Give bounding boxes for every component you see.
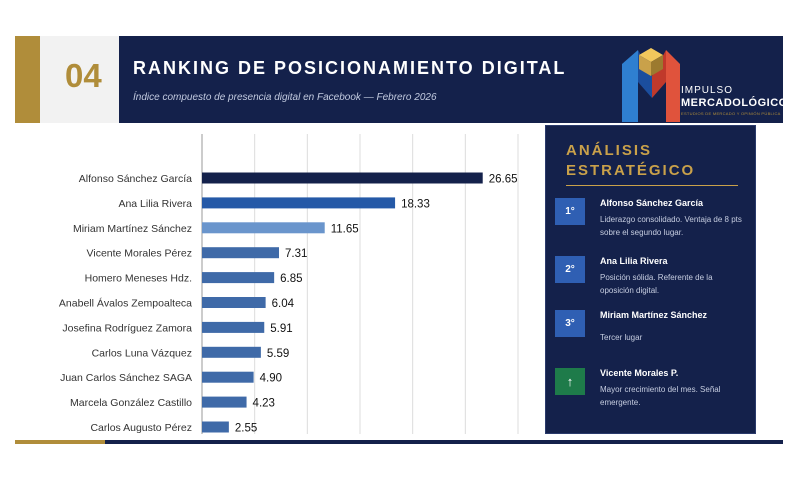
rank-badge-1: 1° (555, 198, 585, 225)
data-label: 11.65 (331, 223, 359, 235)
category-label: Josefina Rodríguez Zamora (62, 322, 192, 334)
logo-text-mercadologico: MERCADOLÓGICO (681, 97, 788, 109)
analysis-panel: ANÁLISIS ESTRATÉGICO 1° Alfonso Sánchez … (545, 125, 756, 434)
panel-title: ANÁLISIS ESTRATÉGICO (566, 142, 696, 179)
analysis-item-name: Miriam Martínez Sánchez (600, 310, 708, 320)
bar (202, 321, 265, 333)
data-label: 5.91 (270, 323, 292, 335)
bar (202, 197, 396, 209)
analysis-item-desc: Posición sólida. Referente de la oposici… (600, 273, 713, 295)
category-label: Carlos Luna Vázquez (92, 347, 192, 359)
bar (202, 346, 261, 358)
panel-divider (566, 185, 738, 186)
category-label: Anabell Ávalos Zempoalteca (59, 297, 192, 310)
category-label: Marcela González Castillo (70, 397, 192, 409)
data-label: 4.23 (253, 398, 275, 410)
ranking-bar-chart: 051015202530Alfonso Sánchez García26.65A… (59, 134, 519, 435)
category-label: Juan Carlos Sánchez SAGA (60, 372, 192, 384)
header: 04 RANKING DE POSICIONAMIENTO DIGITAL Ín… (15, 36, 787, 123)
data-label: 18.33 (401, 198, 430, 210)
footer-accent-gold (15, 440, 105, 444)
rank-badge-2: 2° (555, 256, 585, 283)
rank-badge-3: 3° (555, 310, 585, 337)
data-label: 6.04 (272, 298, 295, 310)
bar (202, 247, 279, 259)
bar (202, 172, 483, 184)
analysis-item-name: Alfonso Sánchez García (600, 198, 704, 208)
category-label: Alfonso Sánchez García (79, 173, 192, 185)
analysis-item-desc: Mayor crecimiento del mes. Señal emergen… (600, 385, 721, 407)
footer-accent-navy (105, 440, 783, 444)
logo-text-impulso: IMPULSO (681, 85, 734, 96)
bar (202, 421, 229, 433)
bar (202, 272, 275, 284)
bar (202, 297, 266, 308)
data-label: 2.55 (235, 423, 257, 435)
section-number-block: 04 (15, 36, 119, 123)
category-label: Miriam Martínez Sánchez (73, 223, 192, 235)
category-label: Ana Lilia Rivera (118, 198, 192, 210)
page-subtitle: Índice compuesto de presencia digital en… (133, 92, 437, 103)
data-label: 6.85 (280, 273, 302, 285)
slide: 04 RANKING DE POSICIONAMIENTO DIGITAL Ín… (15, 36, 787, 444)
data-label: 26.65 (489, 174, 518, 186)
arrow-up-icon: ↑ (555, 368, 585, 395)
category-label: Vicente Morales Pérez (87, 248, 192, 260)
category-label: Homero Meneses Hdz. (85, 273, 192, 285)
analysis-item-name: Vicente Morales P. (600, 368, 679, 378)
analysis-item-desc: Tercer lugar (600, 333, 643, 342)
analysis-item-name: Ana Lilia Rivera (600, 256, 668, 266)
page-title: RANKING DE POSICIONAMIENTO DIGITAL (133, 58, 567, 78)
logo-tagline: ESTUDIOS DE MERCADO Y OPINIÓN PÚBLICA (681, 111, 781, 116)
logo-icon (622, 48, 680, 122)
analysis-item-desc: Liderazgo consolidado. Ventaja de 8 pts … (600, 215, 742, 237)
category-label: Carlos Augusto Pérez (90, 422, 192, 434)
bar (202, 371, 254, 383)
section-number: 04 (65, 57, 102, 94)
data-label: 5.59 (267, 348, 289, 360)
data-label: 4.90 (260, 373, 282, 385)
bar (202, 396, 247, 408)
data-label: 7.31 (285, 248, 307, 260)
bar (202, 222, 325, 234)
